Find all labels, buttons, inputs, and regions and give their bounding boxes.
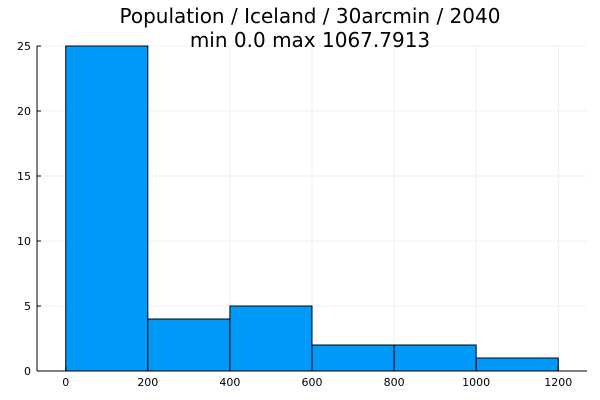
histogram-bar <box>229 305 313 372</box>
y-tick-label: 25 <box>17 40 31 53</box>
x-tick-label: 1200 <box>544 376 572 389</box>
y-tick-label: 5 <box>24 300 31 313</box>
chart-title: Population / Iceland / 30arcmin / 2040 <box>120 4 501 28</box>
chart-subtitle: min 0.0 max 1067.7913 <box>190 28 430 52</box>
histogram-bar <box>147 318 231 372</box>
x-tick-label: 800 <box>384 376 405 389</box>
histogram-bar <box>65 45 149 372</box>
y-tick-label: 20 <box>17 105 31 118</box>
y-tick-label: 10 <box>17 235 31 248</box>
x-tick-label: 0 <box>62 376 69 389</box>
x-tick-label: 600 <box>302 376 323 389</box>
x-tick-label: 400 <box>219 376 240 389</box>
bar-layer <box>65 45 559 372</box>
x-tick-label: 200 <box>137 376 158 389</box>
x-tick-label: 1000 <box>462 376 490 389</box>
y-tick-label: 15 <box>17 170 31 183</box>
histogram-bar <box>475 357 559 372</box>
y-tick-label: 0 <box>24 365 31 378</box>
histogram-bar <box>311 344 395 372</box>
histogram-bar <box>393 344 477 372</box>
axis-layer: 0 200 400 600 800 1000 1200 0 5 10 15 20 25 <box>17 40 587 389</box>
